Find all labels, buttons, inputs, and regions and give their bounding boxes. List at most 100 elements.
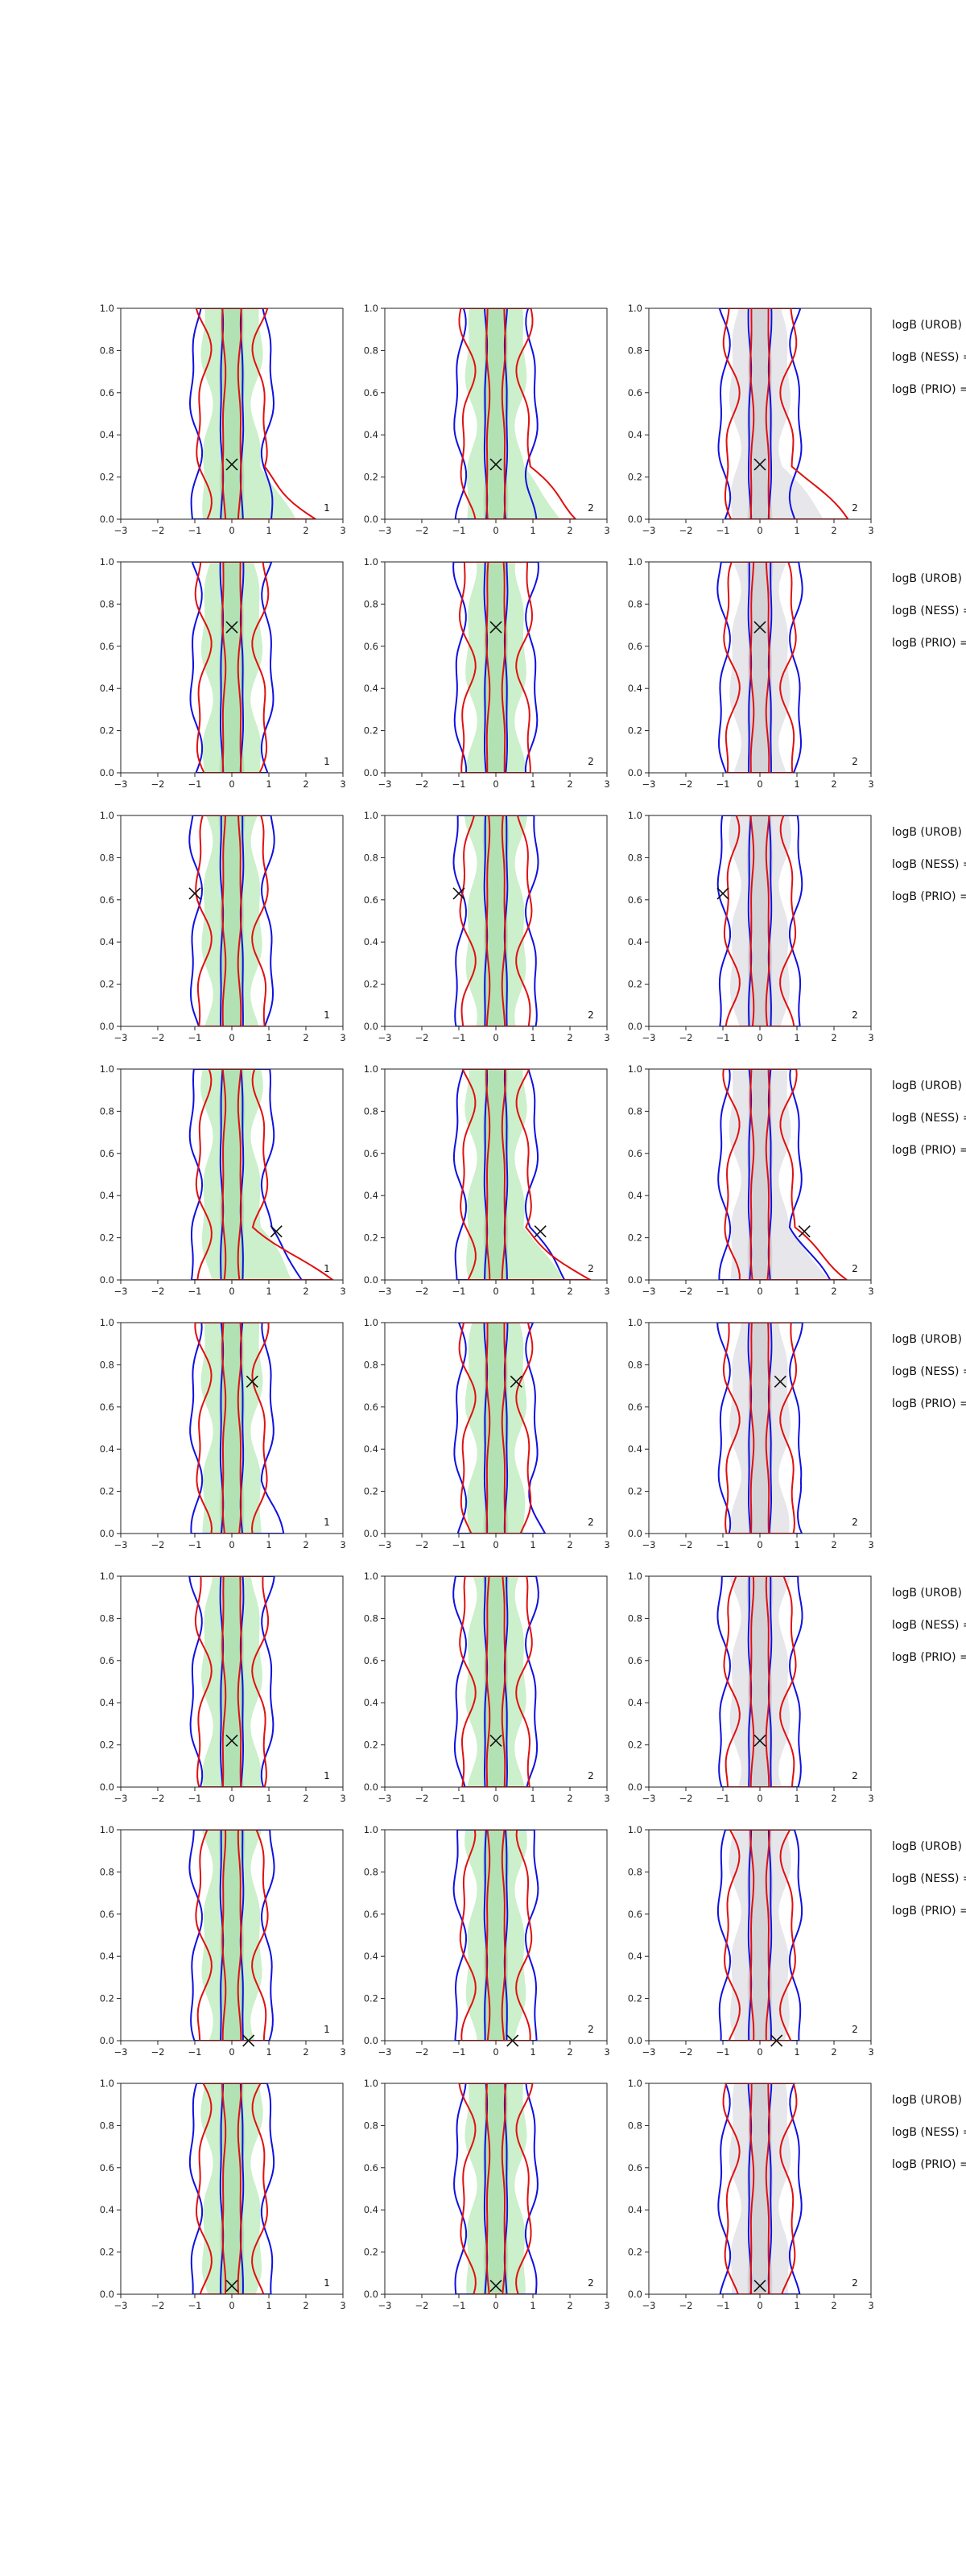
contour-red-outer [722,308,849,519]
contour-blue-inner [747,1323,773,1534]
x-tick-label: −3 [114,1539,128,1550]
y-tick-label: 0.8 [628,345,642,356]
row-labels-5: logB (UROB) = logB (NESS) = logB (PRIO) = [892,1333,966,1410]
x-tick-label: 3 [868,2046,873,2058]
x-tick-label: 0 [757,1286,762,1297]
row-label: logB (UROB) = [892,826,966,839]
contour-blue-outer [188,308,275,519]
x-tick-label: −2 [415,1032,429,1043]
x-tick-label: 1 [266,1032,271,1043]
row-label: logB (PRIO) = [892,383,966,396]
panel-r4-c1: 0.0 0.2 0.4 0.6 0.8 1.0 −3 −2 −1 0 1 2 3 1 [100,1063,346,1297]
contour-blue-outer [716,815,803,1026]
y-tick-label: 1.0 [100,1063,114,1075]
panel-tag: 1 [324,502,330,514]
x-tick-label: 0 [493,1539,498,1550]
contour-blue-inner [747,1069,773,1280]
y-tick-label: 0.2 [100,1993,114,2004]
x-tick-label: −1 [452,525,466,536]
true-value-marker [489,2279,502,2293]
contour-red-outer [195,2083,269,2294]
y-tick-label: 0.2 [364,1993,378,2004]
row-label: logB (PRIO) = [892,637,966,650]
y-tick-label: 0.6 [100,894,114,906]
panel-tag: 1 [324,1263,330,1274]
y-tick-label: 0.6 [364,1909,378,1920]
panel-tag: 1 [324,1517,330,1528]
contour-red-inner [749,562,770,773]
contour-red-outer [722,2083,798,2294]
row-labels-3: logB (UROB) = logB (NESS) = logB (PRIO) = [892,826,966,903]
panel-tag: 1 [324,2277,330,2289]
contour-blue-outer [453,2083,539,2294]
x-tick-label: −2 [415,1539,429,1550]
density-fill-inner [219,1323,245,1534]
y-tick-label: 0.4 [100,1951,114,1962]
x-tick-label: −1 [716,2046,730,2058]
x-tick-label: 3 [340,2300,345,2311]
x-tick-label: 2 [567,1793,572,1804]
contour-red-outer [722,1069,848,1280]
contour-blue-inner [219,562,245,773]
density-fill-inner [747,1069,773,1280]
row-labels-8: logB (UROB) = logB (NESS) = logB (PRIO) = [892,2094,966,2171]
x-tick-label: 2 [303,1032,308,1043]
x-tick-label: 1 [794,1032,799,1043]
x-tick-label: 2 [303,1286,308,1297]
panel-tag: 2 [852,756,858,767]
x-tick-label: −1 [716,1286,730,1297]
y-tick-label: 1.0 [364,2078,378,2089]
row-label: logB (UROB) = [892,2094,966,2107]
row-labels-4: logB (UROB) = logB (NESS) = logB (PRIO) = [892,1080,966,1157]
x-tick-label: −2 [415,778,429,790]
y-tick-label: 0.0 [628,1781,642,1793]
contour-blue-inner [483,562,509,773]
x-tick-label: 2 [303,2046,308,2058]
y-tick-label: 0.4 [100,936,114,947]
y-tick-label: 1.0 [100,303,114,314]
contour-red-inner [221,1323,242,1534]
panel-r6-c1: 0.0 0.2 0.4 0.6 0.8 1.0 −3 −2 −1 0 1 2 3 1 [100,1571,346,1804]
x-tick-label: −1 [452,2046,466,2058]
x-tick-label: −3 [378,778,392,790]
x-tick-label: −3 [114,1286,128,1297]
y-tick-label: 0.6 [364,641,378,652]
y-tick-label: 0.0 [628,1021,642,1032]
y-tick-label: 0.0 [100,2035,114,2046]
y-tick-label: 0.0 [628,1528,642,1539]
contour-blue-outer [189,562,275,773]
y-tick-label: 0.2 [364,472,378,483]
panel-tag: 1 [324,756,330,767]
contour-blue-inner [219,308,245,519]
y-tick-label: 0.0 [364,767,378,778]
contour-blue-outer [717,2083,803,2294]
y-tick-label: 1.0 [628,2078,642,2089]
x-tick-label: 3 [868,1793,873,1804]
x-tick-label: 2 [831,2046,836,2058]
x-tick-label: −1 [716,2300,730,2311]
x-tick-label: −1 [188,2046,202,2058]
x-tick-label: 0 [757,1793,762,1804]
y-tick-label: 0.6 [628,1655,642,1666]
x-tick-label: −1 [452,1793,466,1804]
true-value-marker [510,1375,522,1388]
y-tick-label: 0.8 [364,345,378,356]
y-tick-label: 0.4 [364,1443,378,1455]
contour-blue-inner [747,562,773,773]
x-tick-label: 1 [794,2300,799,2311]
contour-red-outer [458,1323,534,1534]
row-label: logB (UROB) = [892,319,966,332]
density-fill-inner [483,308,509,519]
y-tick-label: 0.8 [100,345,114,356]
density-fill-inner [747,1323,773,1534]
x-tick-label: −1 [452,1539,466,1550]
y-tick-label: 1.0 [628,810,642,821]
y-tick-label: 0.8 [364,2120,378,2131]
x-tick-label: 2 [567,778,572,790]
y-tick-label: 0.2 [100,725,114,737]
contour-red-inner [749,1576,770,1787]
y-tick-label: 0.0 [100,1274,114,1286]
x-tick-label: 1 [794,778,799,790]
contour-red-inner [485,1323,506,1534]
panel-r2-c3: 0.00.20.40.60.81.0−3 −2 −1 0 1 2 32 [628,556,874,790]
